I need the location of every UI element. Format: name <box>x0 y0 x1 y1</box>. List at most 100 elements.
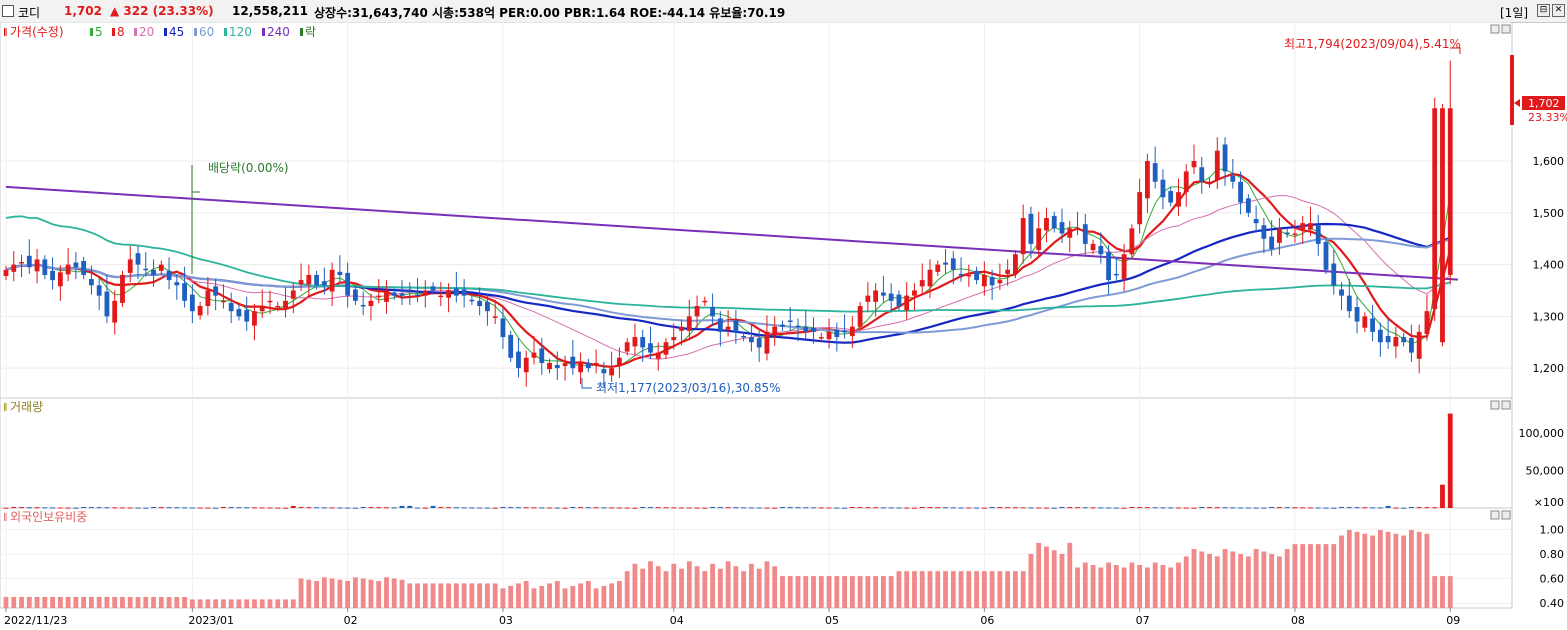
foreign-bar <box>694 566 700 608</box>
volume-bar <box>896 507 902 509</box>
volume-bar <box>539 507 545 509</box>
volume-bar <box>733 507 739 509</box>
panel-max-icon[interactable] <box>1490 24 1500 34</box>
foreign-bar <box>1377 529 1383 608</box>
foreign-bar <box>236 599 242 608</box>
foreign-bar <box>834 576 840 608</box>
foreign-bar <box>1238 553 1243 608</box>
volume-bar <box>104 507 110 509</box>
candle-body <box>422 290 428 296</box>
candle-body <box>896 294 902 306</box>
foreign-bar <box>1051 550 1057 608</box>
volume-bar <box>787 507 793 509</box>
foreign-close-icon[interactable] <box>1501 510 1511 520</box>
volume-bar <box>531 507 537 509</box>
foreign-bar <box>943 571 948 608</box>
candle-body <box>158 264 164 271</box>
ma-legend-label: 45 <box>169 25 184 39</box>
candle-body <box>314 274 319 286</box>
minimize-icon[interactable]: ⊟ <box>1537 4 1550 17</box>
close-icon[interactable]: ✕ <box>1552 4 1565 17</box>
foreign-bar <box>306 579 312 608</box>
foreign-bar <box>1168 567 1174 608</box>
volume-bar <box>904 507 910 509</box>
candle-body <box>57 272 63 287</box>
x-tick-label: 2023/01 <box>188 614 234 627</box>
volume-bar <box>1401 507 1407 509</box>
foreign-bar <box>896 571 902 608</box>
foreign-bar <box>981 571 987 608</box>
volume-max-icon[interactable] <box>1490 400 1500 410</box>
current-price-marker: 1,702 23.33% <box>1510 55 1567 125</box>
foreign-bar <box>1308 544 1313 608</box>
candle-body <box>1339 289 1344 296</box>
candle-body <box>671 337 677 341</box>
candle-body <box>492 316 498 318</box>
foreign-bar <box>446 583 451 608</box>
foreign-bar <box>733 566 739 608</box>
volume-bar <box>1106 507 1111 509</box>
candle-body <box>1269 236 1275 250</box>
foreign-bar <box>1346 529 1352 608</box>
high-label: 최고1,794(2023/09/04),5.41% <box>1284 37 1461 51</box>
volume-bar <box>826 507 832 509</box>
volume-bar <box>446 507 451 509</box>
volume-bar <box>1393 507 1399 509</box>
volume-panel <box>0 397 1513 509</box>
candle-body <box>1028 213 1034 244</box>
stock-stats: 상장수:31,643,740 시총:538억 PER:0.00 PBR:1.64… <box>314 6 786 20</box>
volume-bar <box>811 507 816 509</box>
foreign-bar <box>1409 529 1414 608</box>
candle-body <box>710 307 715 317</box>
candle-body <box>73 262 79 268</box>
ma-line-240 <box>5 185 1459 281</box>
volume-bar <box>430 505 436 508</box>
volume-bar <box>1145 507 1150 509</box>
candle-body <box>221 300 226 303</box>
period-button[interactable]: [1일] <box>1500 6 1529 20</box>
candle-body <box>321 281 327 286</box>
foreign-bar <box>1393 533 1399 608</box>
ma-legend-swatch <box>194 28 197 36</box>
volume-bar <box>283 507 288 509</box>
volume-bar <box>3 507 9 509</box>
candle-body <box>1013 254 1018 274</box>
candle-body <box>1176 192 1181 207</box>
candle-body <box>570 356 576 369</box>
candle-body <box>562 362 568 367</box>
foreign-bar <box>1416 531 1422 608</box>
candle-body <box>725 326 731 330</box>
candle-body <box>1354 307 1360 322</box>
panel-buttons[interactable] <box>1490 24 1511 520</box>
checkbox-icon[interactable] <box>2 5 14 17</box>
stock-chart: 가격(수정) 5 8 20 45 60 120 240 락 거래량 외국인보유비중 1,600… <box>0 22 1567 627</box>
foreign-bar <box>648 561 653 608</box>
candle-body <box>252 311 257 326</box>
volume-bars <box>3 413 1453 509</box>
foreign-bar <box>290 599 296 608</box>
volume-bar <box>1199 506 1205 508</box>
foreign-bar <box>81 596 87 608</box>
x-axis-labels: 2022/11/23 2023/01 02 03 04 05 06 07 08 09 <box>4 608 1460 627</box>
volume-close-icon[interactable] <box>1501 400 1511 410</box>
volume-bar <box>679 507 684 509</box>
volume-bar <box>780 506 785 508</box>
candle-body <box>997 280 1003 284</box>
candle-body <box>989 277 995 286</box>
panel-close-icon[interactable] <box>1501 24 1511 34</box>
foreign-bar <box>585 580 591 608</box>
candle-body <box>205 290 211 306</box>
foreign-bar <box>873 576 879 608</box>
low-label: 최저1,177(2023/03/16),30.85% <box>596 381 781 395</box>
candle-body <box>826 331 832 340</box>
candle-body <box>1385 336 1391 343</box>
foreign-bar <box>655 566 661 608</box>
foreign-max-icon[interactable] <box>1490 510 1500 520</box>
ma-legend-swatch <box>300 28 303 36</box>
foreign-bar <box>19 596 24 608</box>
foreign-bar <box>1424 533 1430 608</box>
low-annotation: 최저1,177(2023/03/16),30.85% <box>581 378 781 395</box>
candle-body <box>943 262 948 265</box>
foreign-bar <box>329 578 335 608</box>
volume-bar <box>1207 507 1212 509</box>
